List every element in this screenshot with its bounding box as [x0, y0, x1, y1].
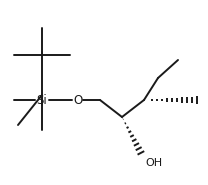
Text: O: O	[73, 93, 83, 107]
Text: Si: Si	[37, 93, 47, 107]
Text: OH: OH	[145, 158, 162, 168]
